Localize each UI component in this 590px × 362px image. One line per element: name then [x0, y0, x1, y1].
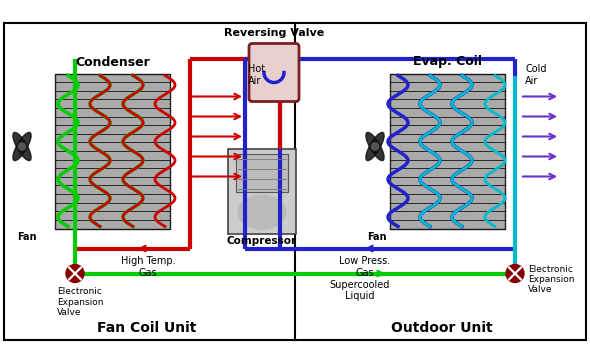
Ellipse shape	[13, 132, 31, 161]
Text: High Temp.
Gas: High Temp. Gas	[121, 257, 175, 278]
Text: Condenser: Condenser	[75, 55, 150, 68]
Circle shape	[506, 265, 524, 282]
Text: Cold
Air: Cold Air	[525, 64, 546, 85]
Circle shape	[66, 265, 84, 282]
Bar	[390, 73, 505, 228]
Text: Fan: Fan	[17, 232, 37, 243]
Text: Hot
Air: Hot Air	[248, 64, 265, 85]
Ellipse shape	[13, 132, 31, 161]
Text: Supercooled
Liquid: Supercooled Liquid	[330, 279, 390, 301]
Text: Low Press.
Gas: Low Press. Gas	[339, 257, 391, 278]
Text: Reversing Valve: Reversing Valve	[224, 29, 324, 38]
Circle shape	[371, 143, 379, 150]
Ellipse shape	[238, 195, 286, 229]
Bar	[228, 148, 296, 233]
FancyBboxPatch shape	[249, 43, 299, 101]
Ellipse shape	[366, 132, 384, 161]
Bar	[236, 153, 288, 192]
Text: Fan: Fan	[367, 232, 386, 243]
Circle shape	[18, 143, 25, 150]
Text: Outdoor Unit: Outdoor Unit	[391, 321, 493, 336]
Ellipse shape	[366, 132, 384, 161]
Text: Fan Coil Unit: Fan Coil Unit	[97, 321, 196, 336]
Text: Electronic
Expansion
Valve: Electronic Expansion Valve	[57, 287, 103, 317]
Text: Compressor: Compressor	[227, 236, 297, 245]
Text: Evap. Coil: Evap. Coil	[413, 55, 482, 68]
Text: Electronic
Expansion
Valve: Electronic Expansion Valve	[528, 265, 575, 294]
Bar	[55, 73, 170, 228]
